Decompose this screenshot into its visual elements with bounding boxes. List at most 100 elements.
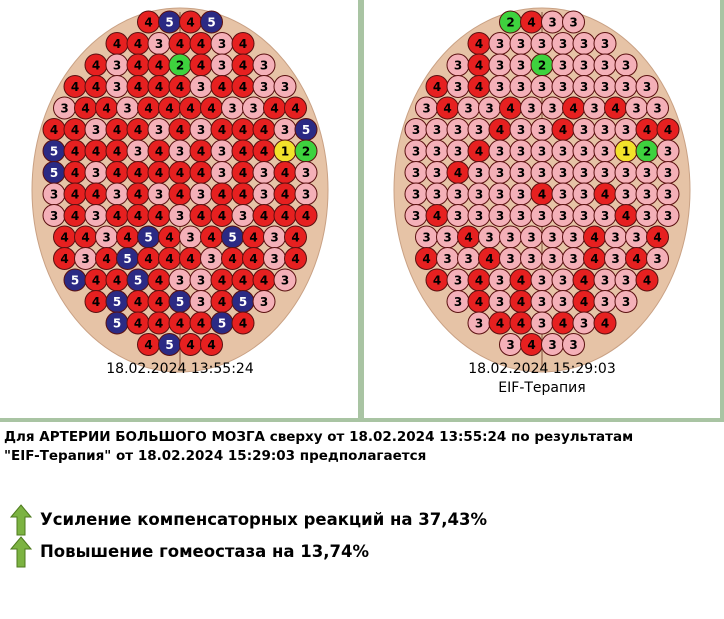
marker-label: 3 xyxy=(496,80,504,94)
marker-label: 3 xyxy=(527,252,535,266)
marker-label: 4 xyxy=(260,274,268,288)
marker-label: 4 xyxy=(81,102,89,116)
marker-label: 3 xyxy=(559,166,567,180)
method: EIF-Терапия xyxy=(498,380,585,396)
marker-label: 4 xyxy=(165,231,173,245)
marker xyxy=(231,311,255,335)
marker-label: 3 xyxy=(622,166,630,180)
marker-label: 4 xyxy=(496,123,504,137)
marker-label: 3 xyxy=(433,145,441,159)
marker-label: 3 xyxy=(506,338,514,352)
marker-label: 3 xyxy=(517,188,525,202)
marker-label: 4 xyxy=(475,145,483,159)
marker-label: 3 xyxy=(517,123,525,137)
marker-label: 3 xyxy=(517,80,525,94)
marker-label: 2 xyxy=(643,145,651,159)
marker-label: 3 xyxy=(580,59,588,73)
marker-label: 3 xyxy=(622,123,630,137)
marker-label: 3 xyxy=(412,123,420,137)
marker-label: 3 xyxy=(475,188,483,202)
marker-label: 4 xyxy=(134,295,142,309)
marker-label: 3 xyxy=(559,59,567,73)
marker-label: 3 xyxy=(443,231,451,245)
marker xyxy=(635,75,659,98)
marker-label: 4 xyxy=(664,123,672,137)
marker-label: 3 xyxy=(643,209,651,223)
marker-label: 3 xyxy=(664,188,672,202)
marker-label: 3 xyxy=(496,209,504,223)
marker-label: 3 xyxy=(548,231,556,245)
marker-label: 4 xyxy=(176,317,184,331)
marker-label: 3 xyxy=(496,295,504,309)
marker-label: 4 xyxy=(580,274,588,288)
marker-label: 4 xyxy=(197,166,205,180)
marker-label: 3 xyxy=(601,145,609,159)
marker-label: 4 xyxy=(433,209,441,223)
marker-label: 4 xyxy=(218,295,226,309)
marker-label: 3 xyxy=(207,252,215,266)
marker-label: 4 xyxy=(464,231,472,245)
marker-label: 4 xyxy=(81,231,89,245)
marker-label: 1 xyxy=(622,145,630,159)
marker-label: 3 xyxy=(464,252,472,266)
marker xyxy=(562,10,585,34)
marker-label: 3 xyxy=(197,188,205,202)
marker-label: 3 xyxy=(496,145,504,159)
marker-label: 3 xyxy=(580,209,588,223)
marker-label: 4 xyxy=(527,338,535,352)
marker-label: 3 xyxy=(496,274,504,288)
marker-label: 4 xyxy=(643,123,651,137)
marker-label: 3 xyxy=(197,274,205,288)
marker-label: 4 xyxy=(144,102,152,116)
marker-label: 3 xyxy=(580,123,588,137)
marker xyxy=(646,96,669,120)
marker-label: 4 xyxy=(155,209,163,223)
marker-label: 4 xyxy=(92,145,100,159)
marker-label: 3 xyxy=(260,295,268,309)
marker-label: 3 xyxy=(113,80,121,94)
marker-label: 3 xyxy=(653,252,661,266)
marker-label: 4 xyxy=(134,209,142,223)
marker-label: 2 xyxy=(506,16,514,30)
marker-label: 4 xyxy=(176,123,184,137)
marker-label: 3 xyxy=(632,231,640,245)
result: Усиление компенсаторных реакций на 37,43… xyxy=(40,510,488,529)
marker-label: 4 xyxy=(155,166,163,180)
marker-label: 3 xyxy=(92,166,100,180)
result: Повышение гомеостаза на 13,74% xyxy=(40,542,370,561)
marker-label: 2 xyxy=(538,59,546,73)
marker xyxy=(273,75,297,98)
marker-label: 3 xyxy=(60,102,68,116)
marker-label: 4 xyxy=(517,295,525,309)
marker-label: 4 xyxy=(218,274,226,288)
marker-label: 4 xyxy=(249,231,257,245)
marker-label: 4 xyxy=(239,80,247,94)
marker-label: 3 xyxy=(270,231,278,245)
marker-label: 4 xyxy=(123,231,131,245)
marker-label: 3 xyxy=(580,166,588,180)
marker-label: 3 xyxy=(281,123,289,137)
up-arrow xyxy=(10,504,32,536)
marker-label: 3 xyxy=(454,59,462,73)
marker-label: 2 xyxy=(302,145,310,159)
marker-label: 3 xyxy=(622,188,630,202)
marker-label: 3 xyxy=(186,231,194,245)
marker-label: 4 xyxy=(485,252,493,266)
marker-label: 3 xyxy=(155,37,163,51)
date: 18.02.2024 15:29:03 xyxy=(468,361,616,377)
marker-label: 3 xyxy=(422,102,430,116)
marker-label: 5 xyxy=(302,123,310,137)
marker-label: 3 xyxy=(412,188,420,202)
marker-label: 4 xyxy=(653,231,661,245)
marker-label: 4 xyxy=(443,102,451,116)
marker-label: 4 xyxy=(239,274,247,288)
marker-label: 3 xyxy=(580,317,588,331)
marker-label: 3 xyxy=(601,80,609,94)
marker-label: 3 xyxy=(454,80,462,94)
marker-label: 4 xyxy=(155,295,163,309)
marker-label: 4 xyxy=(270,102,278,116)
marker-label: 3 xyxy=(601,209,609,223)
marker-label: 3 xyxy=(632,102,640,116)
marker-label: 3 xyxy=(517,37,525,51)
marker-label: 3 xyxy=(559,209,567,223)
